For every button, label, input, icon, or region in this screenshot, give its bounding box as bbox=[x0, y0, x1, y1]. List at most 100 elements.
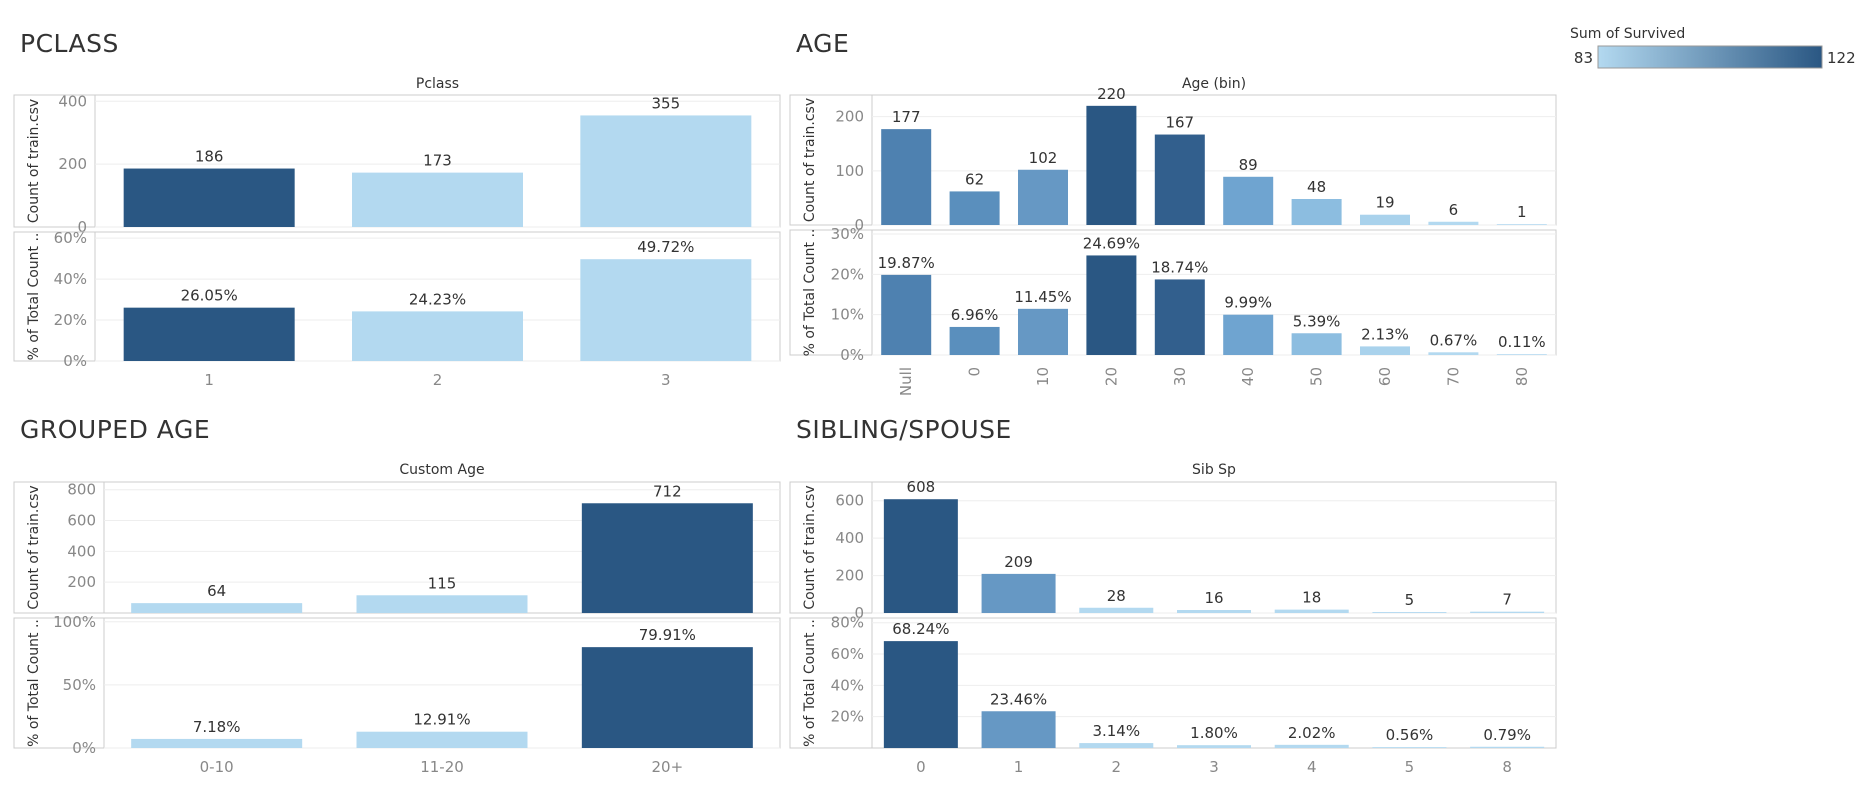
legend-title: Sum of Survived bbox=[1570, 26, 1685, 42]
bar[interactable] bbox=[580, 259, 752, 361]
bar[interactable] bbox=[1086, 105, 1137, 225]
bar[interactable] bbox=[1223, 314, 1274, 355]
data-label: 19.87% bbox=[878, 254, 935, 272]
bar[interactable] bbox=[352, 311, 523, 361]
bar[interactable] bbox=[1177, 745, 1251, 748]
x-tick-label: 80 bbox=[1513, 367, 1531, 386]
bar[interactable] bbox=[123, 168, 295, 227]
data-label: 712 bbox=[653, 482, 682, 500]
bar[interactable] bbox=[981, 573, 1056, 613]
x-tick-label: 20+ bbox=[652, 758, 684, 776]
bar[interactable] bbox=[881, 129, 932, 225]
data-label: 220 bbox=[1097, 85, 1126, 103]
bar[interactable] bbox=[1086, 255, 1137, 355]
data-label: 6 bbox=[1449, 201, 1459, 219]
y-tick-label: 100 bbox=[835, 162, 864, 180]
y-tick-label: 0 bbox=[854, 216, 864, 234]
data-label: 18 bbox=[1302, 589, 1321, 607]
bar[interactable] bbox=[123, 307, 295, 361]
bar[interactable] bbox=[1291, 333, 1342, 355]
bar[interactable] bbox=[1428, 221, 1479, 225]
data-label: 102 bbox=[1029, 149, 1058, 167]
data-label: 24.69% bbox=[1083, 234, 1140, 252]
x-tick-label: 11-20 bbox=[420, 758, 464, 776]
x-tick-label: 8 bbox=[1502, 758, 1512, 776]
column-title: Pclass bbox=[416, 76, 459, 92]
y-tick-label: 10% bbox=[831, 306, 864, 324]
legend-min-label: 83 bbox=[1574, 49, 1593, 67]
x-tick-label: Null bbox=[897, 367, 915, 396]
bar[interactable] bbox=[1428, 352, 1479, 355]
data-label: 19 bbox=[1375, 194, 1394, 212]
y-axis-title: Count of train.csv bbox=[802, 98, 818, 222]
y-tick-label: 60% bbox=[831, 645, 864, 663]
y-tick-label: 40% bbox=[54, 270, 87, 288]
data-label: 173 bbox=[423, 152, 452, 170]
x-tick-label: 20 bbox=[1102, 367, 1120, 386]
data-label: 7 bbox=[1502, 591, 1512, 609]
y-tick-label: 0% bbox=[840, 346, 864, 364]
bar[interactable] bbox=[131, 603, 303, 613]
x-tick-label: 0 bbox=[966, 367, 984, 377]
data-label: 62 bbox=[965, 170, 984, 188]
bar[interactable] bbox=[1470, 611, 1545, 613]
x-tick-label: 70 bbox=[1444, 367, 1462, 386]
bar[interactable] bbox=[1154, 279, 1205, 355]
bar[interactable] bbox=[581, 503, 753, 613]
data-label: 0.79% bbox=[1483, 726, 1531, 744]
bar[interactable] bbox=[1018, 308, 1068, 355]
bar[interactable] bbox=[1372, 747, 1447, 748]
bar[interactable] bbox=[1274, 744, 1349, 748]
bar[interactable] bbox=[1177, 610, 1251, 613]
bar[interactable] bbox=[949, 191, 1000, 225]
bar[interactable] bbox=[1496, 354, 1547, 355]
data-label: 48 bbox=[1307, 178, 1326, 196]
bar[interactable] bbox=[1470, 746, 1545, 748]
bar[interactable] bbox=[1018, 169, 1068, 225]
bar[interactable] bbox=[580, 115, 752, 227]
y-tick-label: 600 bbox=[67, 512, 96, 530]
bar[interactable] bbox=[356, 731, 528, 748]
bar[interactable] bbox=[131, 738, 303, 748]
bar[interactable] bbox=[1154, 134, 1205, 225]
bar[interactable] bbox=[1223, 176, 1274, 225]
bar[interactable] bbox=[881, 274, 932, 355]
y-axis-title: % of Total Count .. bbox=[802, 229, 818, 357]
y-tick-label: 200 bbox=[58, 155, 87, 173]
data-label: 3.14% bbox=[1092, 722, 1140, 740]
data-label: 26.05% bbox=[181, 287, 238, 305]
bar[interactable] bbox=[356, 595, 528, 613]
bar[interactable] bbox=[981, 711, 1056, 748]
section-title: PCLASS bbox=[20, 29, 119, 58]
bar[interactable] bbox=[883, 499, 958, 613]
bar[interactable] bbox=[949, 326, 1000, 355]
chart-3: SIBLING/SPOUSE Sib Sp 0 200 400 600 Count of t… bbox=[789, 415, 1557, 776]
bar[interactable] bbox=[1079, 607, 1154, 613]
data-label: 2.02% bbox=[1288, 724, 1336, 742]
bar[interactable] bbox=[1372, 612, 1447, 613]
bar[interactable] bbox=[883, 641, 958, 748]
y-axis-title: Count of train.csv bbox=[802, 485, 818, 609]
legend-max-label: 122 bbox=[1827, 49, 1856, 67]
column-title: Sib Sp bbox=[1192, 462, 1236, 478]
data-label: 18.74% bbox=[1151, 258, 1208, 276]
y-tick-label: 400 bbox=[835, 529, 864, 547]
y-tick-label: 80% bbox=[831, 614, 864, 632]
data-label: 186 bbox=[195, 148, 224, 166]
x-tick-label: 3 bbox=[661, 371, 671, 389]
bar[interactable] bbox=[1360, 214, 1410, 225]
data-label: 89 bbox=[1239, 156, 1258, 174]
bar[interactable] bbox=[1274, 609, 1349, 613]
x-tick-label: 40 bbox=[1239, 367, 1257, 386]
bar[interactable] bbox=[1360, 346, 1410, 355]
bar[interactable] bbox=[1291, 199, 1342, 225]
bar[interactable] bbox=[1496, 224, 1547, 225]
data-label: 209 bbox=[1004, 553, 1033, 571]
bar[interactable] bbox=[352, 172, 523, 227]
bar[interactable] bbox=[1079, 743, 1154, 748]
column-title: Age (bin) bbox=[1182, 76, 1246, 92]
data-label: 6.96% bbox=[951, 306, 999, 324]
bar[interactable] bbox=[581, 647, 753, 748]
